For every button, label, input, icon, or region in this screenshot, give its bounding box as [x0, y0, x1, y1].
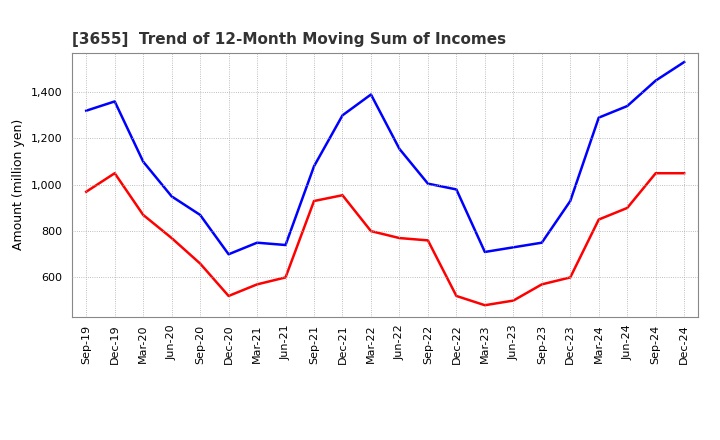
Ordinary Income: [595, 115, 603, 120]
Ordinary Income: [566, 198, 575, 204]
Net Income: [623, 205, 631, 211]
Net Income: [167, 235, 176, 241]
Net Income: [196, 261, 204, 266]
Ordinary Income: [623, 103, 631, 109]
Ordinary Income: [282, 242, 290, 248]
Line: Net Income: Net Income: [86, 173, 684, 305]
Ordinary Income: [253, 240, 261, 246]
Net Income: [338, 193, 347, 198]
Net Income: [423, 238, 432, 243]
Net Income: [395, 235, 404, 241]
Line: Ordinary Income: Ordinary Income: [86, 62, 684, 254]
Net Income: [680, 171, 688, 176]
Net Income: [595, 217, 603, 222]
Net Income: [509, 298, 518, 303]
Text: [3655]  Trend of 12-Month Moving Sum of Incomes: [3655] Trend of 12-Month Moving Sum of I…: [72, 33, 506, 48]
Ordinary Income: [225, 252, 233, 257]
Net Income: [366, 228, 375, 234]
Y-axis label: Amount (million yen): Amount (million yen): [12, 119, 25, 250]
Net Income: [652, 171, 660, 176]
Ordinary Income: [196, 212, 204, 217]
Net Income: [566, 275, 575, 280]
Ordinary Income: [395, 146, 404, 151]
Net Income: [310, 198, 318, 204]
Ordinary Income: [480, 249, 489, 255]
Net Income: [452, 293, 461, 299]
Ordinary Income: [452, 187, 461, 192]
Net Income: [82, 189, 91, 194]
Net Income: [139, 212, 148, 217]
Ordinary Income: [509, 245, 518, 250]
Ordinary Income: [167, 194, 176, 199]
Ordinary Income: [338, 113, 347, 118]
Ordinary Income: [680, 59, 688, 65]
Ordinary Income: [537, 240, 546, 246]
Ordinary Income: [366, 92, 375, 97]
Ordinary Income: [310, 164, 318, 169]
Net Income: [282, 275, 290, 280]
Net Income: [110, 171, 119, 176]
Ordinary Income: [82, 108, 91, 114]
Ordinary Income: [652, 78, 660, 83]
Net Income: [225, 293, 233, 299]
Ordinary Income: [423, 181, 432, 186]
Net Income: [537, 282, 546, 287]
Net Income: [253, 282, 261, 287]
Net Income: [480, 303, 489, 308]
Ordinary Income: [139, 159, 148, 164]
Ordinary Income: [110, 99, 119, 104]
